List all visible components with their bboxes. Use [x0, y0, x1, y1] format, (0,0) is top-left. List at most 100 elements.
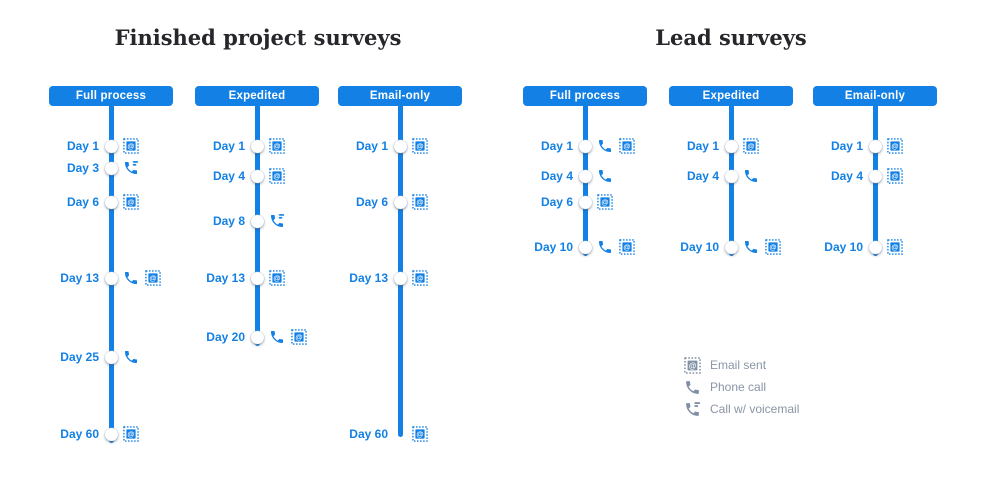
day-label: Day 1: [355, 139, 388, 153]
svg-text:@: @: [416, 142, 423, 151]
day-label: Day 3: [66, 161, 99, 175]
day-label: Day 60: [60, 427, 99, 441]
legend-label: Phone call: [710, 380, 767, 394]
timeline-node: [868, 169, 882, 183]
email-icon: @: [597, 194, 613, 210]
timeline-node: [250, 169, 264, 183]
day-label: Day 4: [540, 169, 573, 183]
svg-text:@: @: [273, 274, 280, 283]
email-icon: @: [887, 168, 903, 184]
section-title: Lead surveys: [655, 25, 807, 50]
timeline-node: [393, 195, 407, 209]
phone-icon: [743, 168, 759, 184]
email-icon: @: [412, 138, 428, 154]
email-icon: @: [743, 138, 759, 154]
phone-icon: [597, 168, 613, 184]
day-label: Day 60: [349, 427, 388, 441]
phone-icon: [743, 239, 759, 255]
svg-text:@: @: [127, 430, 134, 439]
email-icon: @: [887, 138, 903, 154]
day-label: Day 1: [212, 139, 245, 153]
svg-text:@: @: [273, 172, 280, 181]
timeline-node: [868, 240, 882, 254]
day-label: Day 4: [686, 169, 719, 183]
voicemail-icon: [684, 401, 701, 418]
email-icon: @: [145, 270, 161, 286]
timeline-node: [393, 271, 407, 285]
day-label: Day 10: [680, 240, 719, 254]
day-label: Day 25: [60, 350, 99, 364]
timeline-node: [250, 139, 264, 153]
timeline-node: [104, 161, 118, 175]
svg-text:@: @: [416, 430, 423, 439]
day-label: Day 6: [355, 195, 388, 209]
email-icon: @: [765, 239, 781, 255]
column-header: Expedited: [669, 86, 793, 106]
timeline-node: [104, 271, 118, 285]
timeline-node: [724, 240, 738, 254]
day-label: Day 1: [66, 139, 99, 153]
day-label: Day 1: [540, 139, 573, 153]
email-icon: @: [123, 194, 139, 210]
svg-text:@: @: [149, 274, 156, 283]
day-label: Day 13: [60, 271, 99, 285]
email-icon: @: [269, 270, 285, 286]
svg-text:@: @: [273, 142, 280, 151]
day-label: Day 13: [206, 271, 245, 285]
day-label: Day 13: [349, 271, 388, 285]
timeline-node: [724, 169, 738, 183]
column-header: Expedited: [195, 86, 319, 106]
day-label: Day 6: [540, 195, 573, 209]
voicemail-icon: [123, 160, 139, 176]
svg-text:@: @: [623, 142, 630, 151]
column-header: Email-only: [813, 86, 937, 106]
day-label: Day 6: [66, 195, 99, 209]
email-icon: @: [269, 168, 285, 184]
section-title: Finished project surveys: [114, 25, 402, 50]
svg-text:@: @: [416, 198, 423, 207]
phone-icon: [123, 349, 139, 365]
timeline-node: [104, 195, 118, 209]
svg-text:@: @: [623, 243, 630, 252]
timeline-node: [250, 271, 264, 285]
phone-icon: [684, 379, 701, 396]
voicemail-icon: [269, 213, 285, 229]
email-icon: @: [887, 239, 903, 255]
day-label: Day 1: [686, 139, 719, 153]
svg-text:@: @: [891, 172, 898, 181]
timeline-node: [250, 214, 264, 228]
email-icon: @: [412, 194, 428, 210]
day-label: Day 8: [212, 214, 245, 228]
svg-text:@: @: [127, 198, 134, 207]
svg-text:@: @: [127, 142, 134, 151]
svg-text:@: @: [416, 274, 423, 283]
svg-text:@: @: [769, 243, 776, 252]
email-icon: @: [412, 426, 428, 442]
day-label: Day 4: [212, 169, 245, 183]
legend-label: Email sent: [710, 358, 767, 372]
timeline-node: [104, 350, 118, 364]
timeline-node: [578, 169, 592, 183]
day-label: Day 20: [206, 330, 245, 344]
svg-text:@: @: [747, 142, 754, 151]
svg-text:@: @: [601, 198, 608, 207]
email-icon: @: [684, 357, 701, 374]
svg-text:@: @: [295, 333, 302, 342]
timeline-node: [250, 330, 264, 344]
day-label: Day 10: [824, 240, 863, 254]
column-header: Full process: [49, 86, 173, 106]
timeline-line: [397, 104, 403, 437]
email-icon: @: [619, 138, 635, 154]
phone-icon: [269, 329, 285, 345]
timeline-node: [393, 139, 407, 153]
day-label: Day 4: [830, 169, 863, 183]
timeline-node: [104, 427, 118, 441]
email-icon: @: [412, 270, 428, 286]
svg-text:@: @: [891, 142, 898, 151]
timeline-node: [578, 240, 592, 254]
svg-text:@: @: [891, 243, 898, 252]
timeline-node: [578, 139, 592, 153]
timeline-node: [868, 139, 882, 153]
column-header: Full process: [523, 86, 647, 106]
